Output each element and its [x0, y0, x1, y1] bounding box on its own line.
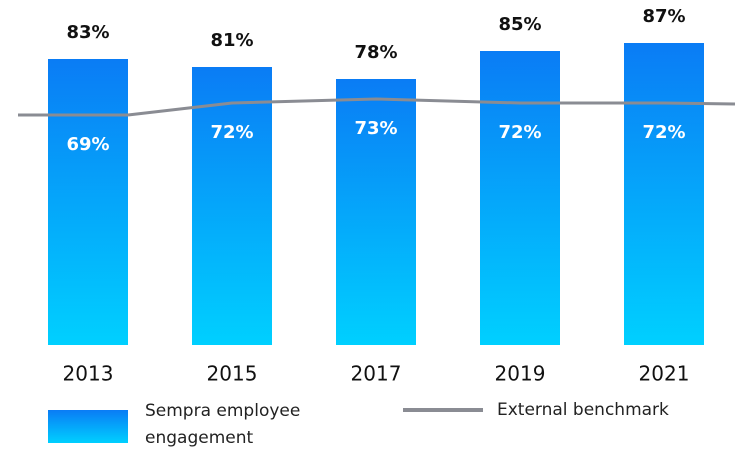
bar-value-label: 78%: [354, 42, 397, 63]
bar-value-label: 83%: [66, 22, 109, 43]
benchmark-extension: [663, 101, 736, 106]
legend-label: Sempra employee engagement: [145, 401, 301, 448]
line-value-label: 73%: [354, 118, 397, 139]
bar: [480, 51, 560, 345]
x-tick-label: 2013: [63, 362, 114, 386]
benchmark-line: [127, 97, 664, 117]
line-value-label: 72%: [642, 122, 685, 143]
bar: [48, 59, 128, 345]
legend-label: External benchmark: [497, 400, 669, 420]
bar-value-label: 81%: [210, 30, 253, 51]
line-value-label: 72%: [498, 122, 541, 143]
x-tick-label: 2017: [351, 362, 402, 386]
x-tick-label: 2019: [495, 362, 546, 386]
bar: [624, 43, 704, 345]
legend-swatch-bar: [48, 410, 128, 443]
line-value-label: 72%: [210, 122, 253, 143]
x-tick-label: 2021: [639, 362, 690, 386]
x-tick-label: 2015: [207, 362, 258, 386]
line-value-label: 69%: [66, 134, 109, 155]
bar: [336, 79, 416, 345]
bar-value-label: 85%: [498, 14, 541, 35]
bar-value-label: 87%: [642, 6, 685, 27]
bar: [192, 67, 272, 345]
